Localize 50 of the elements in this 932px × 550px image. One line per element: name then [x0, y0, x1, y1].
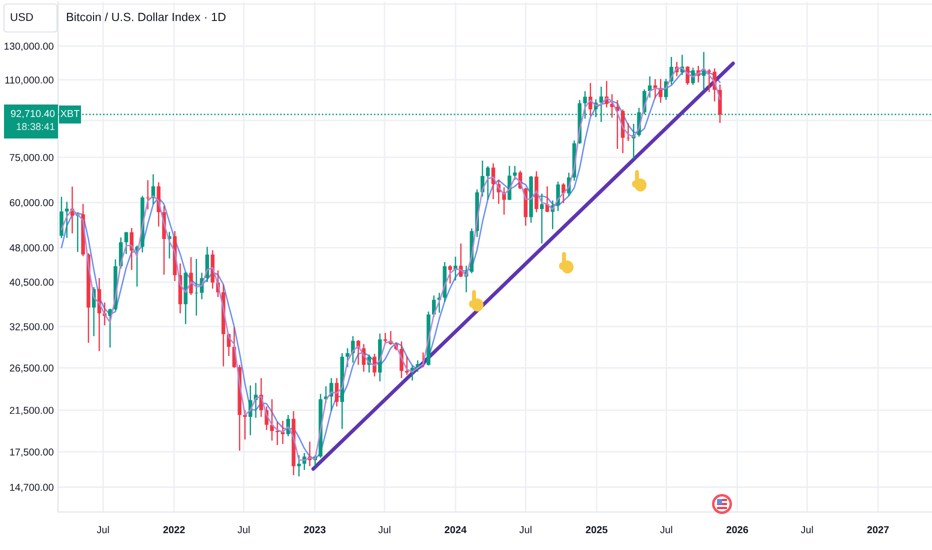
candlestick — [383, 332, 388, 344]
candlestick — [486, 166, 490, 200]
text: 18:38:41 — [16, 123, 55, 130]
x-tick-label: Jul — [96, 526, 109, 534]
y-tick-label: 21,500.00 — [10, 406, 54, 416]
ref-line-label: 92,710.40 — [10, 110, 55, 118]
candlestick — [243, 410, 247, 440]
y-tick-label: 130,000.00 — [4, 42, 54, 51]
x-tick-label: Jul — [378, 526, 390, 534]
y-tick-label: 14,700.00 — [10, 484, 54, 492]
x-tick-label: Jul — [660, 526, 672, 534]
x-tick-label: 2027 — [867, 526, 889, 534]
candlestick — [124, 231, 128, 255]
y-tick-label: 60,000.00 — [10, 199, 54, 208]
candlestick — [372, 353, 376, 378]
candlestick — [405, 355, 409, 376]
candlestick — [702, 51, 706, 91]
candlestick — [194, 258, 198, 316]
y-tick-label: 26,500.00 — [10, 364, 54, 373]
candlestick — [275, 421, 280, 446]
candlestick — [480, 160, 484, 198]
text: Bitcoin / U.S. Dollar Index · 1D — [66, 12, 226, 22]
y-tick-label: 32,500.00 — [10, 323, 54, 332]
x-tick-label: 2023 — [304, 526, 326, 534]
x-tick-label: 2024 — [444, 526, 467, 534]
candlestick — [562, 182, 566, 204]
x-tick-label: Jul — [519, 526, 532, 534]
y-tick-label: 110,000.00 — [5, 76, 54, 85]
candlestick — [64, 201, 69, 238]
y-tick-label: 48,000.00 — [10, 244, 54, 253]
candlestick — [346, 348, 350, 368]
annotation: XBT — [60, 110, 80, 118]
y-tick-label: 75,000.00 — [10, 154, 54, 162]
candlestick — [448, 264, 452, 284]
x-tick-label: Jul — [800, 526, 813, 534]
candlestick — [588, 82, 592, 116]
candlestick — [130, 227, 134, 271]
candlestick — [540, 192, 544, 244]
y-tick-label: 17,500.00 — [10, 448, 54, 457]
x-tick-label: 2026 — [726, 526, 748, 534]
candlestick — [248, 384, 252, 436]
y-axis-title: USD — [10, 13, 33, 21]
candlestick — [626, 122, 630, 142]
x-tick-label: Jul — [238, 526, 250, 534]
x-tick-label: 2025 — [586, 526, 608, 534]
candlestick — [556, 181, 560, 212]
x-tick-label: 2022 — [163, 526, 185, 534]
y-tick-label: 40,500.00 — [10, 278, 54, 287]
candlestick — [432, 294, 436, 318]
candlestick — [189, 256, 193, 296]
